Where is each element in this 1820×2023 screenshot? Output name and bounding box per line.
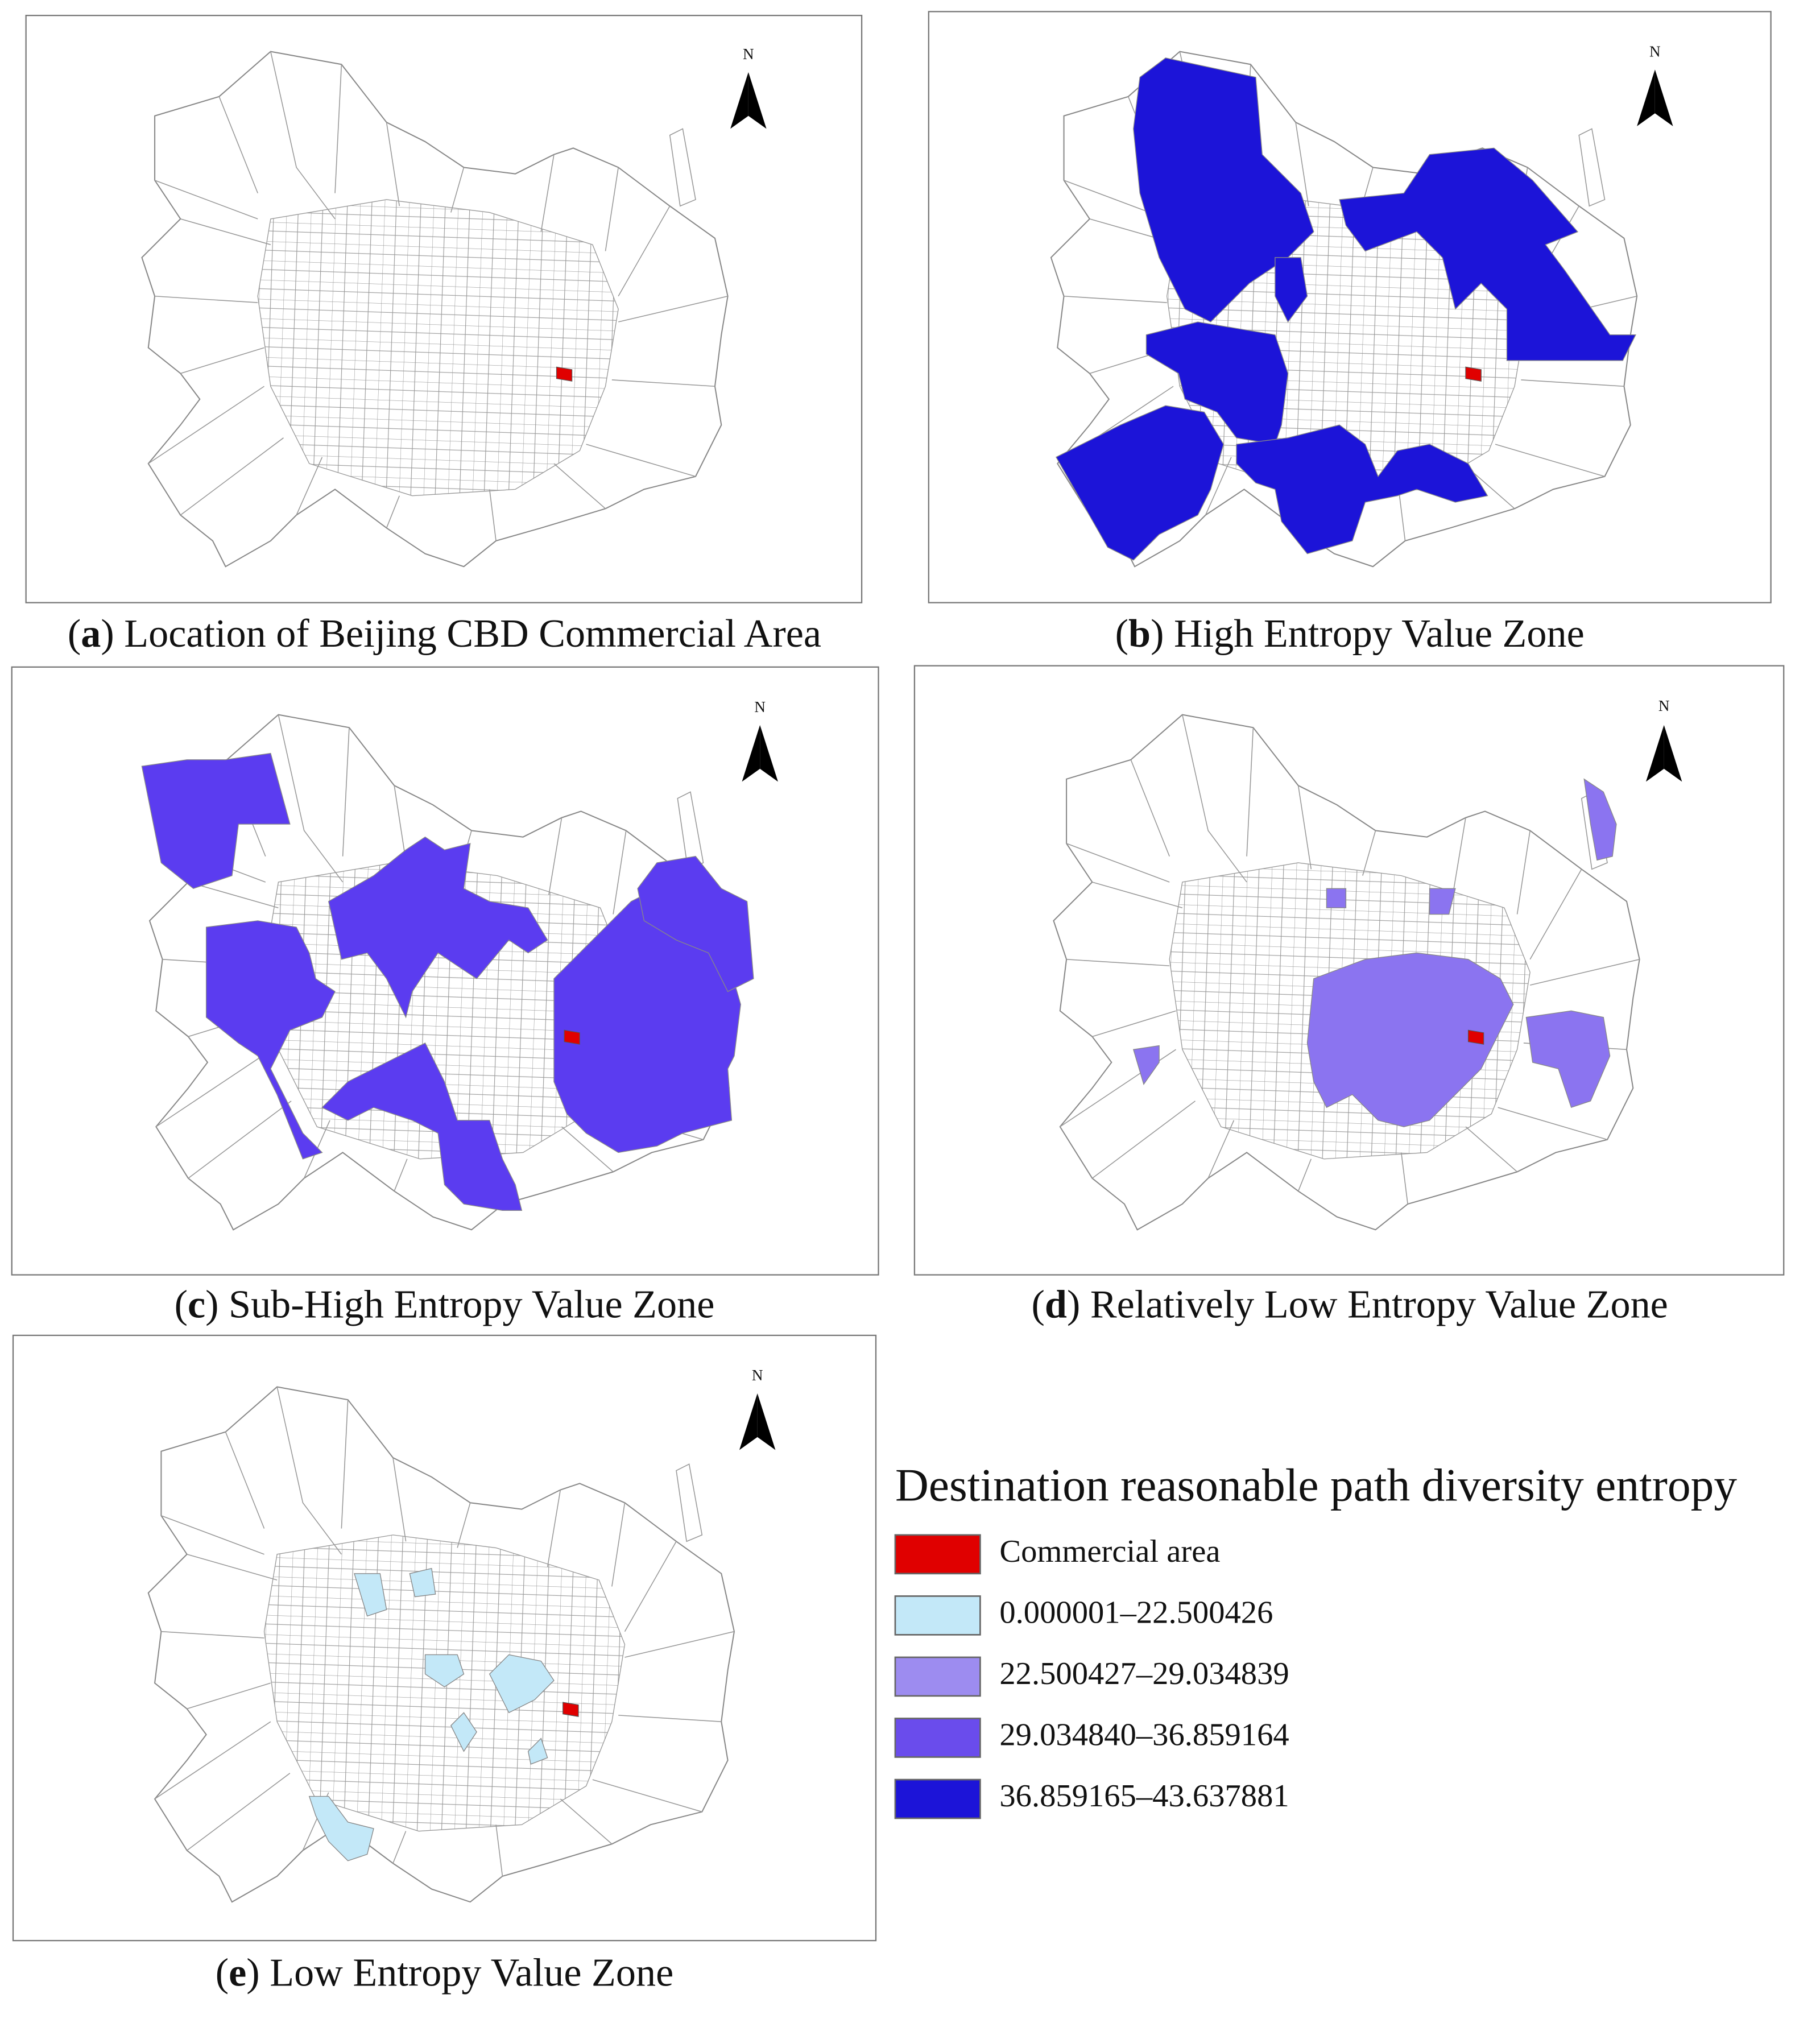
north-label: N bbox=[743, 45, 754, 63]
legend-swatch bbox=[894, 1778, 981, 1819]
legend-swatch bbox=[894, 1595, 981, 1636]
cbd-marks bbox=[562, 366, 1484, 1717]
legend-title: Destination reasonable path diversity en… bbox=[895, 1459, 1737, 1511]
legend-label: 36.859165–43.637881 bbox=[999, 1778, 1289, 1814]
north-label: N bbox=[752, 1367, 763, 1384]
north-label: N bbox=[1658, 697, 1670, 714]
legend: Commercial area 0.000001–22.500426 22.5004… bbox=[894, 1534, 1289, 1819]
caption: (a) Location of Beijing CBD Commercial A… bbox=[68, 611, 821, 656]
caption: (e) Low Entropy Value Zone bbox=[216, 1951, 673, 1995]
caption: (b) High Entropy Value Zone bbox=[1115, 611, 1585, 656]
sub-high-zones bbox=[141, 752, 754, 1211]
legend-swatch bbox=[894, 1718, 981, 1758]
legend-label: 29.034840–36.859164 bbox=[999, 1717, 1289, 1752]
caption: (d) Relatively Low Entropy Value Zone bbox=[1032, 1282, 1668, 1326]
legend-label: Commercial area bbox=[999, 1534, 1220, 1569]
caption: (c) Sub-High Entropy Value Zone bbox=[175, 1282, 715, 1326]
legend-label: 22.500427–29.034839 bbox=[999, 1656, 1289, 1691]
low-zones bbox=[308, 1567, 555, 1861]
relatively-low-zones bbox=[1132, 778, 1617, 1127]
north-label: N bbox=[1649, 43, 1661, 60]
legend-swatch bbox=[894, 1534, 981, 1575]
legend-label: 0.000001–22.500426 bbox=[999, 1595, 1273, 1630]
high-zones bbox=[1056, 57, 1636, 561]
north-label: N bbox=[754, 698, 766, 715]
legend-swatch bbox=[894, 1656, 981, 1697]
